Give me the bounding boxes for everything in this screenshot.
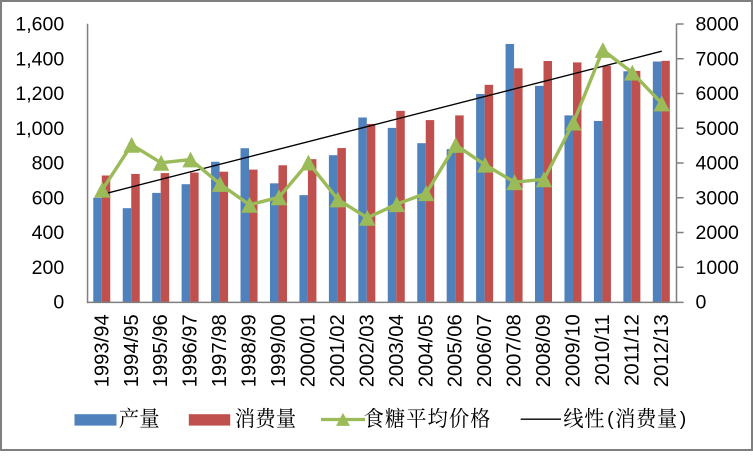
svg-text:1,600: 1,600 xyxy=(15,14,64,36)
svg-text:4000: 4000 xyxy=(696,153,740,175)
svg-text:1997/98: 1997/98 xyxy=(209,314,231,387)
svg-text:): ) xyxy=(680,408,687,430)
svg-text:2008/09: 2008/09 xyxy=(533,314,555,387)
svg-text:5000: 5000 xyxy=(696,118,740,140)
svg-text:1,200: 1,200 xyxy=(15,83,64,105)
svg-text:0: 0 xyxy=(696,292,707,314)
svg-text:1996/97: 1996/97 xyxy=(180,314,202,387)
svg-text:1998/99: 1998/99 xyxy=(239,314,261,387)
svg-text:200: 200 xyxy=(32,257,65,279)
svg-text:2000/01: 2000/01 xyxy=(297,314,319,387)
svg-text:2003/04: 2003/04 xyxy=(386,314,408,387)
svg-text:1000: 1000 xyxy=(696,257,740,279)
svg-text:2001/02: 2001/02 xyxy=(327,314,349,387)
svg-text:8000: 8000 xyxy=(696,14,740,36)
svg-text:7000: 7000 xyxy=(696,48,740,70)
svg-text:2004/05: 2004/05 xyxy=(415,314,437,387)
svg-text:600: 600 xyxy=(32,187,65,209)
svg-text:2009/10: 2009/10 xyxy=(563,314,585,387)
svg-text:2012/13: 2012/13 xyxy=(651,314,673,387)
svg-text:2002/03: 2002/03 xyxy=(356,314,378,387)
svg-text:2007/08: 2007/08 xyxy=(504,314,526,387)
svg-text:3000: 3000 xyxy=(696,187,740,209)
svg-text:1993/94: 1993/94 xyxy=(91,314,113,387)
svg-text:1,400: 1,400 xyxy=(15,48,64,70)
svg-text:2005/06: 2005/06 xyxy=(445,314,467,387)
svg-text:6000: 6000 xyxy=(696,83,740,105)
svg-text:2010/11: 2010/11 xyxy=(592,314,614,385)
svg-text:1994/95: 1994/95 xyxy=(121,314,143,387)
svg-text:0: 0 xyxy=(53,292,64,314)
svg-text:800: 800 xyxy=(32,153,65,175)
svg-text:1,000: 1,000 xyxy=(15,118,64,140)
svg-text:400: 400 xyxy=(32,222,65,244)
svg-text:2006/07: 2006/07 xyxy=(474,314,496,387)
svg-text:1999/00: 1999/00 xyxy=(268,314,290,387)
svg-text:1995/96: 1995/96 xyxy=(150,314,172,387)
svg-text:2000: 2000 xyxy=(696,222,740,244)
svg-text:2011/12: 2011/12 xyxy=(621,314,643,385)
svg-text:(: ( xyxy=(607,408,614,430)
